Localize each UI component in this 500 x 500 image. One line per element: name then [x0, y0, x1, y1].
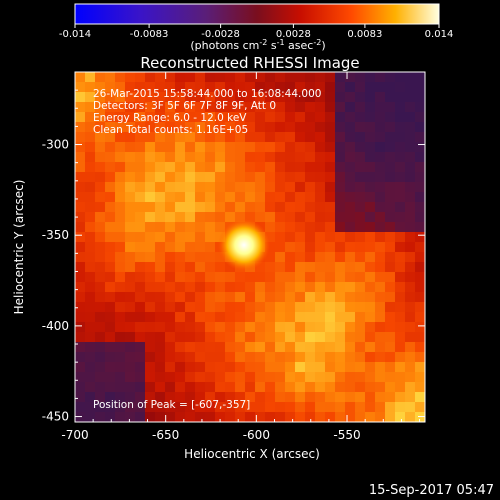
y-axis: -300 -350 -400 -450 [42, 89, 425, 424]
y-tick-label: -300 [42, 138, 69, 152]
colorbar-unit-part: ) [321, 39, 325, 52]
colorbar-ticks: -0.014 -0.0083 -0.0028 0.0028 0.0083 0.014 [59, 24, 453, 40]
colorbar-tick-label: 0.0083 [347, 29, 382, 40]
colorbar-unit-label: (photons cm-2 s-1 asec-2) [190, 38, 325, 52]
x-axis-label: Heliocentric X (arcsec) [184, 447, 320, 461]
footer-timestamp: 15-Sep-2017 05:47 [369, 483, 494, 498]
y-tick-label: -400 [42, 319, 69, 333]
y-tick-label: -450 [42, 410, 69, 424]
image-area [75, 72, 425, 422]
annotation-line: Energy Range: 6.0 - 12.0 keV [93, 112, 247, 124]
colorbar-tick-label: 0.0028 [276, 29, 311, 40]
colorbar-unit-part: -2 [313, 38, 321, 47]
colorbar-gradient [74, 3, 440, 25]
x-axis: -700 -650 -600 -550 [61, 72, 421, 442]
heatmap-image [75, 72, 425, 422]
colorbar-unit-part: -1 [277, 38, 285, 47]
colorbar-unit-part: -2 [259, 38, 267, 47]
colorbar-tick-label: -0.0028 [201, 29, 240, 40]
chart-title: Reconstructed RHESSI Image [140, 54, 359, 72]
annotation-block: 26-Mar-2015 15:58:44.000 to 16:08:44.000… [93, 88, 321, 136]
peak-source [218, 219, 270, 271]
y-axis-label: Heliocentric Y (arcsec) [12, 180, 26, 315]
y-tick-label: -350 [42, 228, 69, 242]
colorbar-unit-part: (photons cm [190, 39, 259, 52]
x-tick-label: -600 [243, 428, 270, 442]
annotation-line: 26-Mar-2015 15:58:44.000 to 16:08:44.000 [93, 88, 321, 100]
x-tick-label: -650 [152, 428, 179, 442]
colorbar-tick-label: 0.014 [425, 29, 454, 40]
annotation-line: Clean Total counts: 1.16E+05 [93, 124, 248, 136]
colorbar-tick-label: -0.014 [59, 29, 91, 40]
colorbar-unit-part: s [267, 39, 276, 52]
colorbar: -0.014 -0.0083 -0.0028 0.0028 0.0083 0.014 (p… [59, 3, 453, 52]
colorbar-unit-part: asec [285, 39, 314, 52]
plot-frame [74, 71, 426, 423]
x-tick-label: -700 [61, 428, 88, 442]
x-tick-label: -550 [333, 428, 360, 442]
peak-position-label: Position of Peak = [-607,-357] [93, 399, 250, 411]
annotation-line: Detectors: 3F 5F 6F 7F 8F 9F, Att 0 [93, 100, 276, 112]
colorbar-tick-label: -0.0083 [130, 29, 169, 40]
